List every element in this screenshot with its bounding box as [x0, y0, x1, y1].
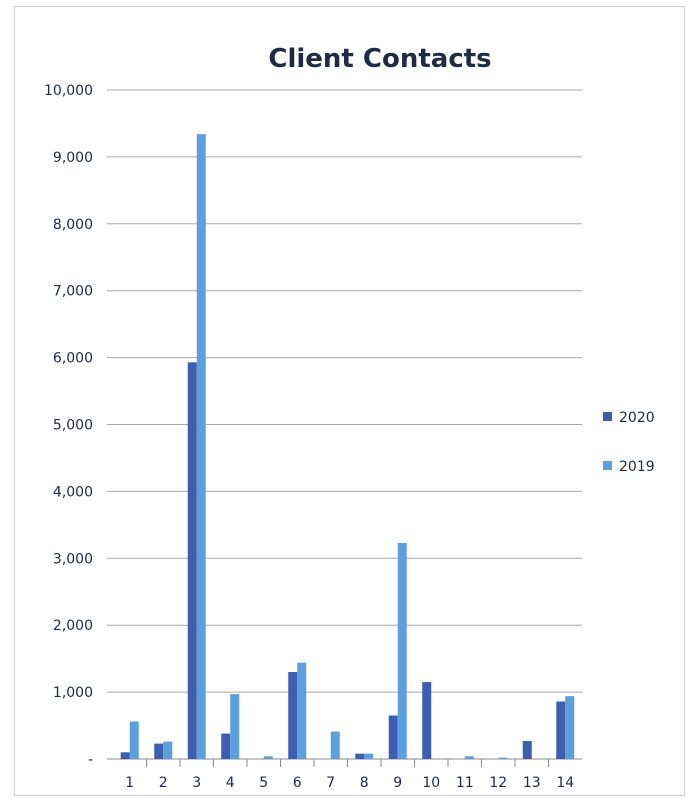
chart-frame: [14, 6, 685, 796]
bar-2019-14: [565, 696, 575, 759]
legend-label-2019: 2019: [619, 459, 655, 475]
y-axis-ticks: - 1,000 2,000 3,000 4,000 5,000 6,000 7,000 8,00…: [44, 83, 93, 768]
bar-2019-2: [163, 741, 173, 759]
x-tick-label: 12: [489, 775, 507, 791]
bar-2019-5: [263, 756, 273, 759]
legend: 2020 2019: [603, 410, 655, 475]
legend-swatch-2019: [603, 461, 612, 470]
bar-2020-4: [221, 733, 231, 759]
bar-2020-6: [288, 672, 298, 759]
bar-2019-11: [464, 756, 474, 759]
x-tick-label: 5: [259, 775, 268, 791]
bar-2019-7: [330, 731, 340, 759]
x-tick-label: 1: [125, 775, 134, 791]
x-tick-label: 9: [393, 775, 402, 791]
bar-2019-1: [129, 721, 139, 759]
x-tick-label: 11: [456, 775, 474, 791]
y-tick-label: 9,000: [53, 150, 93, 166]
y-tick-label: -: [88, 752, 93, 768]
x-tick-label: 2: [159, 775, 168, 791]
legend-label-2020: 2020: [619, 410, 655, 426]
y-tick-label: 3,000: [53, 551, 93, 567]
y-tick-label: 2,000: [53, 618, 93, 634]
y-tick-label: 1,000: [53, 685, 93, 701]
bar-2020-8: [355, 753, 365, 759]
x-tick-label: 6: [293, 775, 302, 791]
y-tick-label: 7,000: [53, 284, 93, 300]
legend-swatch-2020: [603, 412, 612, 421]
x-tick-label: 10: [422, 775, 440, 791]
x-tick-label: 4: [226, 775, 235, 791]
bar-2020-2: [154, 743, 164, 759]
x-tick-label: 8: [360, 775, 369, 791]
bar-2020-3: [187, 362, 197, 759]
y-tick-label: 6,000: [53, 351, 93, 367]
chart-title: Client Contacts: [268, 44, 491, 74]
bar-2019-8: [364, 753, 374, 759]
bar-2019-4: [230, 694, 240, 759]
x-tick-label: 7: [326, 775, 335, 791]
y-tick-label: 8,000: [53, 217, 93, 233]
bars: [120, 134, 575, 760]
x-tick-label: 3: [192, 775, 201, 791]
bar-2019-6: [297, 662, 307, 759]
x-tick-label: 13: [523, 775, 541, 791]
bar-2020-10: [422, 682, 432, 759]
y-tick-label: 5,000: [53, 418, 93, 434]
bar-2019-3: [196, 134, 206, 760]
x-axis-ticks: 1 2 3 4 5 6 7 8 9 10 11 12 13 14: [125, 759, 574, 791]
bar-2020-13: [522, 740, 532, 759]
y-tick-label: 4,000: [53, 484, 93, 500]
gridlines: [107, 89, 582, 760]
bar-2020-9: [388, 715, 398, 759]
bar-2020-14: [556, 701, 566, 759]
bar-2019-9: [397, 542, 407, 759]
bar-2020-1: [120, 752, 130, 759]
y-tick-label: 10,000: [44, 83, 93, 99]
bar-2019-12: [498, 757, 508, 759]
x-tick-label: 14: [556, 775, 574, 791]
